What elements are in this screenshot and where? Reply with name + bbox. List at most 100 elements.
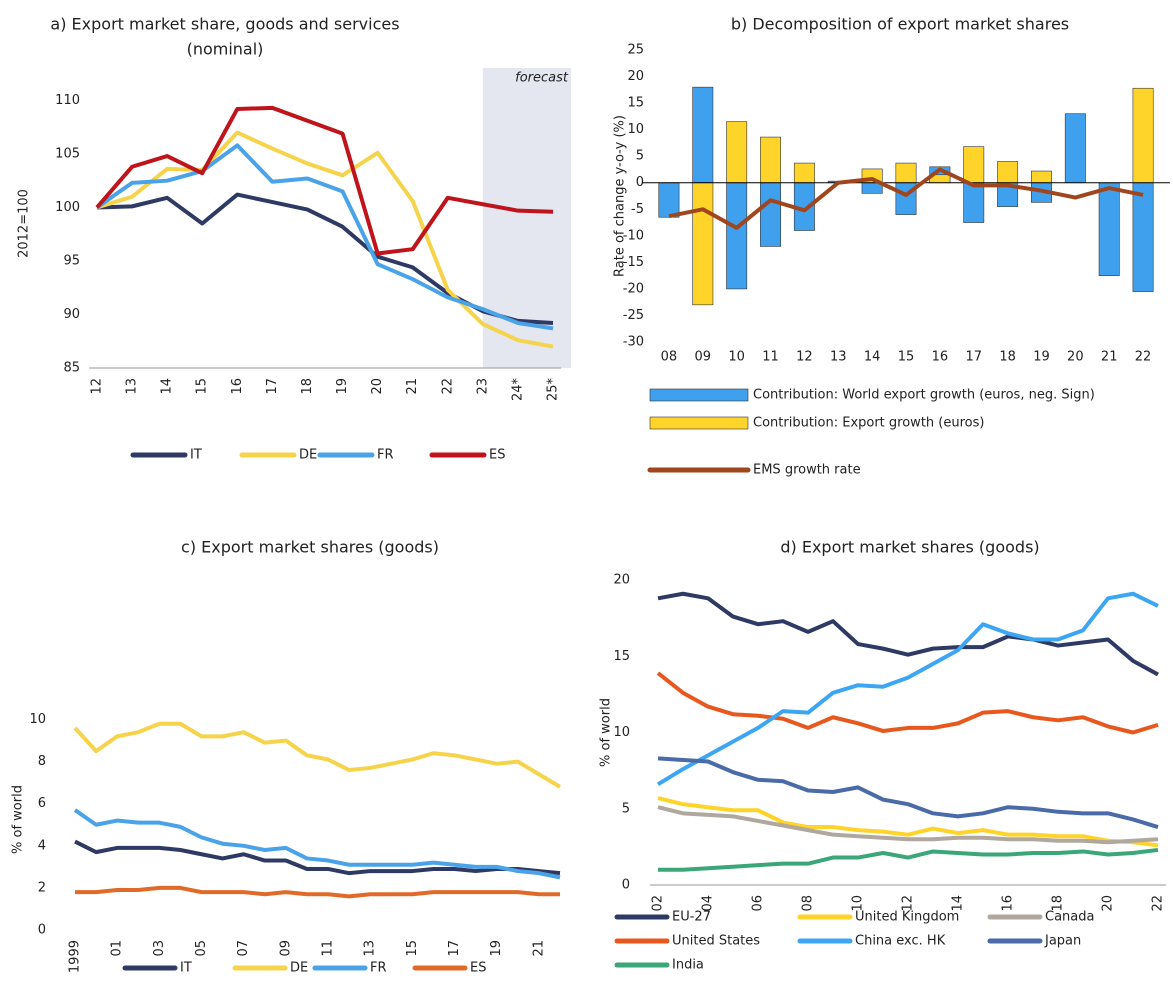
series-line xyxy=(668,167,1144,230)
x-tick-label: 16 xyxy=(932,350,949,365)
series-line xyxy=(658,847,1159,872)
legend-swatch xyxy=(649,416,749,430)
x-tick-label: 13 xyxy=(125,378,140,395)
bar xyxy=(658,182,680,218)
y-tick-label: -25 xyxy=(623,308,644,323)
x-tick-label: 21 xyxy=(531,940,546,957)
x-tick-label: 13 xyxy=(363,940,378,957)
legend-label: DE xyxy=(299,448,317,463)
series-line xyxy=(657,756,1159,829)
bar xyxy=(726,121,748,184)
legend-label: United Kingdom xyxy=(855,910,959,925)
x-tick-label: 19 xyxy=(489,940,504,957)
y-axis-label: 2012=100 xyxy=(17,189,32,258)
legend-label: DE xyxy=(290,961,308,976)
bar xyxy=(760,136,781,184)
x-tick-label: 23 xyxy=(475,378,490,395)
x-tick-label: 18 xyxy=(300,378,315,395)
x-tick-label: 22 xyxy=(440,378,455,395)
x-tick-label: 10 xyxy=(728,350,745,365)
bar xyxy=(760,182,781,247)
y-tick-label: 15 xyxy=(613,649,630,664)
x-tick-label: 10 xyxy=(851,895,866,912)
x-tick-label: 15 xyxy=(195,378,210,395)
series-line xyxy=(657,591,1159,677)
y-tick-label: 25 xyxy=(627,43,644,58)
series-line xyxy=(73,721,562,789)
x-tick-label: 18 xyxy=(999,350,1016,365)
y-axis-label: Rate of change y-o-y (%) xyxy=(613,115,628,277)
y-tick-label: 20 xyxy=(627,69,644,84)
x-tick-label: 07 xyxy=(236,940,251,957)
y-tick-label: -20 xyxy=(623,281,644,296)
bar xyxy=(726,182,748,290)
legend-swatch xyxy=(649,388,749,402)
y-axis-label: % of world xyxy=(599,698,614,767)
x-tick-label: 12 xyxy=(901,895,916,912)
y-tick-label: 10 xyxy=(613,725,630,740)
x-tick-label: 09 xyxy=(695,350,712,365)
bar xyxy=(793,162,815,184)
legend-label: IT xyxy=(190,448,202,463)
y-tick-label: 5 xyxy=(636,149,644,164)
x-tick-label: 08 xyxy=(801,895,816,912)
series-line xyxy=(73,808,561,880)
series-line xyxy=(75,885,560,899)
bar xyxy=(963,146,985,184)
x-tick-label: 25* xyxy=(546,378,561,402)
annotation: forecast xyxy=(515,71,569,86)
bar xyxy=(692,86,714,184)
y-tick-label: -10 xyxy=(623,228,644,243)
series-line xyxy=(96,130,554,349)
legend-label: FR xyxy=(370,961,387,976)
x-tick-label: 05 xyxy=(194,940,209,957)
legend-label: IT xyxy=(180,961,192,976)
x-tick-label: 24* xyxy=(510,378,525,402)
bar xyxy=(1031,170,1052,184)
x-tick-label: 22 xyxy=(1135,350,1152,365)
legend-label: EU-27 xyxy=(672,910,711,925)
x-tick-label: 19 xyxy=(335,378,350,395)
x-tick-label: 19 xyxy=(1033,350,1050,365)
legend-label: Contribution: World export growth (euros… xyxy=(753,388,1095,403)
y-tick-label: 2 xyxy=(38,880,46,895)
chart-title: a) Export market share, goods and servic… xyxy=(50,15,399,34)
x-tick-label: 17 xyxy=(265,378,280,395)
bar xyxy=(1132,182,1154,292)
x-tick-label: 1999 xyxy=(68,940,83,973)
y-tick-label: 0 xyxy=(622,878,630,893)
legend-label: Japan xyxy=(1044,934,1081,949)
x-tick-label: 15 xyxy=(898,350,915,365)
y-tick-label: 4 xyxy=(38,838,46,853)
series-line xyxy=(74,839,561,876)
x-tick-label: 11 xyxy=(321,940,336,957)
legend-label: EMS growth rate xyxy=(753,463,861,478)
legend-label: China exc. HK xyxy=(855,934,946,949)
series-line xyxy=(657,805,1159,845)
legend-label: ES xyxy=(489,448,505,463)
x-tick-label: 22 xyxy=(1151,895,1166,912)
x-tick-label: 16 xyxy=(230,378,245,395)
chart-subtitle: (nominal) xyxy=(187,40,264,59)
x-tick-label: 12 xyxy=(90,378,105,395)
series-line xyxy=(656,591,1159,787)
bar xyxy=(692,182,714,306)
x-tick-label: 14 xyxy=(951,895,966,912)
y-tick-label: 100 xyxy=(55,200,80,215)
bar xyxy=(895,162,917,184)
x-tick-label: 21 xyxy=(405,378,420,395)
x-tick-label: 12 xyxy=(796,350,813,365)
x-tick-label: 20 xyxy=(370,378,385,395)
y-tick-label: 5 xyxy=(622,801,630,816)
y-tick-label: -5 xyxy=(631,202,644,217)
x-tick-label: 02 xyxy=(651,895,666,912)
legend-label: Canada xyxy=(1045,910,1094,925)
series-line xyxy=(656,671,1159,735)
x-tick-label: 17 xyxy=(965,350,982,365)
x-tick-label: 21 xyxy=(1101,350,1118,365)
y-tick-label: 105 xyxy=(55,146,80,161)
x-tick-label: 13 xyxy=(830,350,847,365)
x-tick-label: 01 xyxy=(110,940,125,957)
bar xyxy=(1132,87,1154,184)
x-tick-label: 20 xyxy=(1067,350,1084,365)
